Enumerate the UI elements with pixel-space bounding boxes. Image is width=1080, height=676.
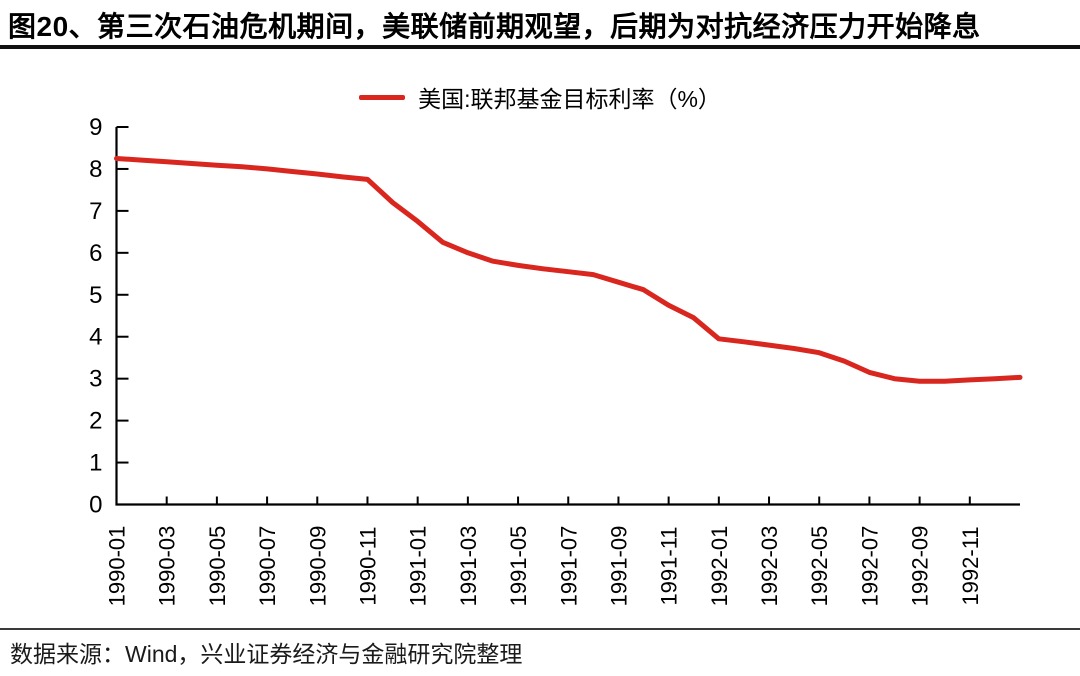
y-axis-tick-label: 6 <box>89 240 102 267</box>
y-axis-tick-label: 2 <box>89 408 102 435</box>
y-axis-tick-label: 8 <box>89 156 102 183</box>
y-axis-tick-label: 4 <box>89 324 102 351</box>
x-axis-tick-label: 1990-07 <box>255 526 280 607</box>
legend-line-swatch <box>359 94 406 100</box>
x-axis-tick-label: 1990-03 <box>155 526 180 607</box>
y-axis-tick-label: 3 <box>89 366 102 393</box>
x-axis-tick-label: 1992-01 <box>707 526 732 607</box>
x-axis-tick-label: 1992-03 <box>757 526 782 607</box>
x-axis-tick-label: 1992-07 <box>857 526 882 607</box>
legend: 美国:联邦基金目标利率（%） <box>0 83 1080 112</box>
data-line <box>114 156 1023 384</box>
x-axis-tick-label: 1991-11 <box>657 526 682 605</box>
x-axis-tick-label: 1990-11 <box>355 526 380 605</box>
x-axis-tick-label: 1991-05 <box>506 526 531 607</box>
x-axis-tick-label: 1991-07 <box>556 526 581 607</box>
y-axis-tick-label: 0 <box>89 492 102 519</box>
x-axis-tick-label: 1990-05 <box>205 526 230 607</box>
source-note: 数据来源：Wind，兴业证券经济与金融研究院整理 <box>10 641 523 667</box>
x-axis-tick-label: 1992-11 <box>958 526 983 605</box>
y-axis-tick-label: 5 <box>89 282 102 309</box>
x-axis-tick-label: 1992-05 <box>807 526 832 607</box>
x-axis-tick-label: 1991-03 <box>456 526 481 607</box>
x-axis-tick-label: 1990-01 <box>105 526 130 607</box>
x-axis-tick-label: 1991-09 <box>606 526 631 607</box>
x-axis-tick-label: 1992-09 <box>908 526 933 607</box>
y-axis-tick-label: 7 <box>89 198 102 225</box>
title-underline <box>0 45 1080 49</box>
y-axis-tick-label: 1 <box>89 450 102 477</box>
axes <box>115 127 1020 506</box>
page-title: 图20、第三次石油危机期间，美联储前期观望，后期为对抗经济压力开始降息 <box>8 11 981 42</box>
source-divider <box>0 628 1080 630</box>
x-axis-tick-label: 1990-09 <box>305 526 330 607</box>
y-axis-tick-label: 9 <box>89 114 102 141</box>
x-axis-tick-label: 1991-01 <box>406 526 431 607</box>
legend-label: 美国:联邦基金目标利率（%） <box>418 86 721 112</box>
